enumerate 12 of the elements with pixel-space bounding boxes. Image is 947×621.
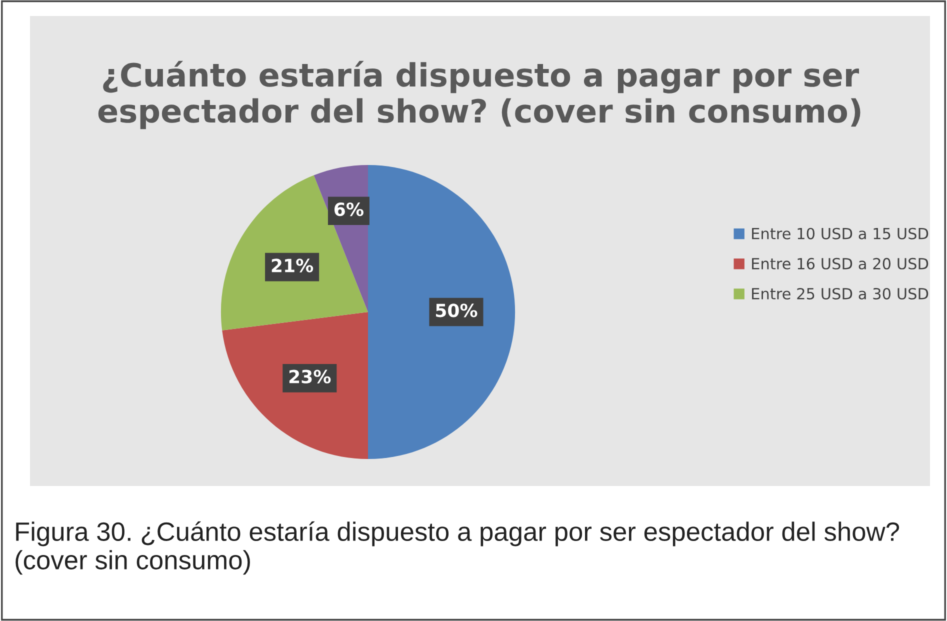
legend-label: Entre 10 USD a 15 USD — [752, 228, 928, 240]
data-label: 23% — [289, 370, 331, 384]
legend-label: Entre 25 USD a 30 USD — [752, 288, 928, 300]
text: Figura 30. ¿Cuánto estaría dispuesto a pagar por ser espectador del show? (cover sin consumo) — [16, 521, 900, 575]
data-label: 6% — [334, 202, 364, 216]
chart-title: ¿Cuánto estaría dispuesto a pagar por ser espectador del show? (cover sin consumo) — [98, 60, 860, 130]
legend-label: Entre 16 USD a 20 USD — [752, 258, 928, 270]
data-label: 21% — [272, 258, 314, 272]
pie-slice — [220, 175, 368, 330]
pie-slice — [368, 164, 516, 460]
pie-slice — [222, 312, 368, 460]
data-label: 50% — [436, 304, 478, 318]
